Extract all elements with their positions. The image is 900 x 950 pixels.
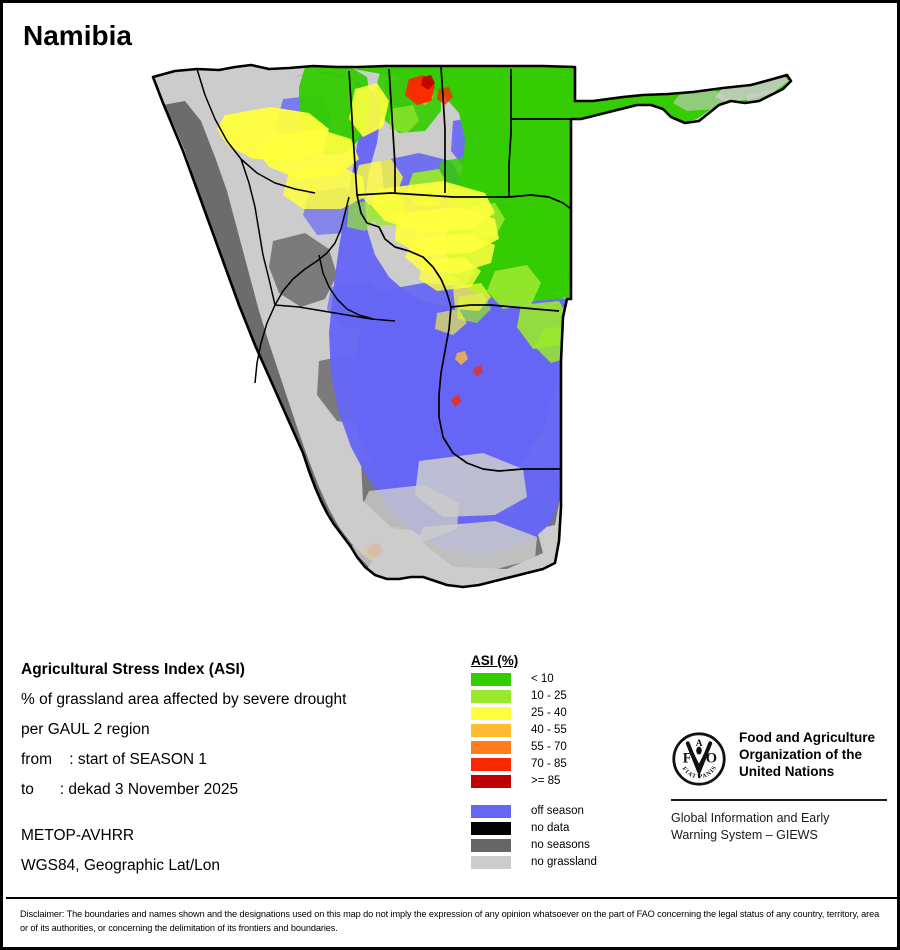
map-caption: Agricultural Stress Index (ASI) % of gra… [21,655,461,881]
legend-item-10-25: 10 - 25 [471,689,651,704]
fao-logo-icon: F O A FIAT PANIS [672,732,726,786]
legend-item-no-grassland: no grassland [471,855,651,870]
giews-line-1: Warning System – GIEWS [671,828,818,842]
legend-label-no-grassland: no grassland [531,856,597,868]
legend-item-no-data: no data [471,821,651,836]
fao-org-line-1: Organization of the [739,747,862,762]
legend-label-ge85: >= 85 [531,775,561,787]
legend-swatch-lt10 [471,673,511,686]
layer-asi-25-40 [217,83,499,335]
fao-divider [671,799,887,801]
caption-spacer [21,805,461,821]
caption-line-to: to : dekad 3 November 2025 [21,781,239,798]
legend-swatch-40-55 [471,724,511,737]
legend-swatch-no-seasons [471,839,511,852]
disclaimer-text: Disclaimer: The boundaries and names sho… [20,909,880,933]
disclaimer-box: Disclaimer: The boundaries and names sho… [6,897,897,947]
legend-label-70-85: 70 - 85 [531,758,567,770]
map-boundaries [151,63,793,589]
legend-swatch-off-season [471,805,511,818]
legend-item-no-seasons: no seasons [471,838,651,853]
legend-label-40-55: 40 - 55 [531,724,567,736]
legend-swatch-70-85 [471,758,511,771]
legend-label-off-season: off season [531,805,584,817]
fao-org-line-0: Food and Agriculture [739,730,875,745]
svg-text:O: O [706,750,717,766]
layer-asi-ge85 [421,75,435,90]
legend-label-no-data: no data [531,822,570,834]
caption-line-1: % of grassland area affected by severe d… [21,691,347,708]
legend-item-40-55: 40 - 55 [471,723,651,738]
caption-projection: WGS84, Geographic Lat/Lon [21,857,221,874]
legend-item-ge85: >= 85 [471,774,651,789]
namibia-map-svg[interactable] [123,61,803,631]
caption-line-0: Agricultural Stress Index (ASI) [21,661,245,678]
svg-text:A: A [696,739,703,749]
legend-label-lt10: < 10 [531,673,554,685]
svg-text:F: F [683,750,692,766]
fao-branding: F O A FIAT PANIS Food and Agriculture Or… [671,729,893,844]
legend-swatch-55-70 [471,741,511,754]
map-raster-layers [153,65,791,587]
legend-swatch-25-40 [471,707,511,720]
fao-org-line-2: United Nations [739,764,835,779]
giews-system-name: Global Information and Early Warning Sys… [671,810,893,844]
legend-item-70-85: 70 - 85 [471,757,651,772]
legend-item-55-70: 55 - 70 [471,740,651,755]
page-title: Namibia [23,20,132,51]
map-canvas[interactable] [123,61,803,631]
layer-no-grassland-south [351,453,537,571]
legend-swatch-10-25 [471,690,511,703]
legend-item-off-season: off season [471,804,651,819]
legend-title: ASI (%) [471,653,519,668]
legend-label-10-25: 10 - 25 [531,690,567,702]
legend-gap [471,791,651,804]
map-legend: ASI (%) < 10 10 - 25 25 - 40 40 - 55 55 … [471,653,651,872]
caption-sensor: METOP-AVHRR [21,827,135,844]
legend-item-lt10: < 10 [471,672,651,687]
legend-label-55-70: 55 - 70 [531,741,567,753]
giews-line-0: Global Information and Early [671,811,830,825]
legend-label-25-40: 25 - 40 [531,707,567,719]
caption-line-2: per GAUL 2 region [21,721,150,738]
legend-swatch-no-data [471,822,511,835]
legend-item-25-40: 25 - 40 [471,706,651,721]
legend-label-no-seasons: no seasons [531,839,590,851]
fao-organization-name: Food and Agriculture Organization of the… [739,729,875,780]
caption-line-from: from : start of SEASON 1 [21,751,208,768]
legend-swatch-ge85 [471,775,511,788]
legend-swatch-no-grassland [471,856,511,869]
